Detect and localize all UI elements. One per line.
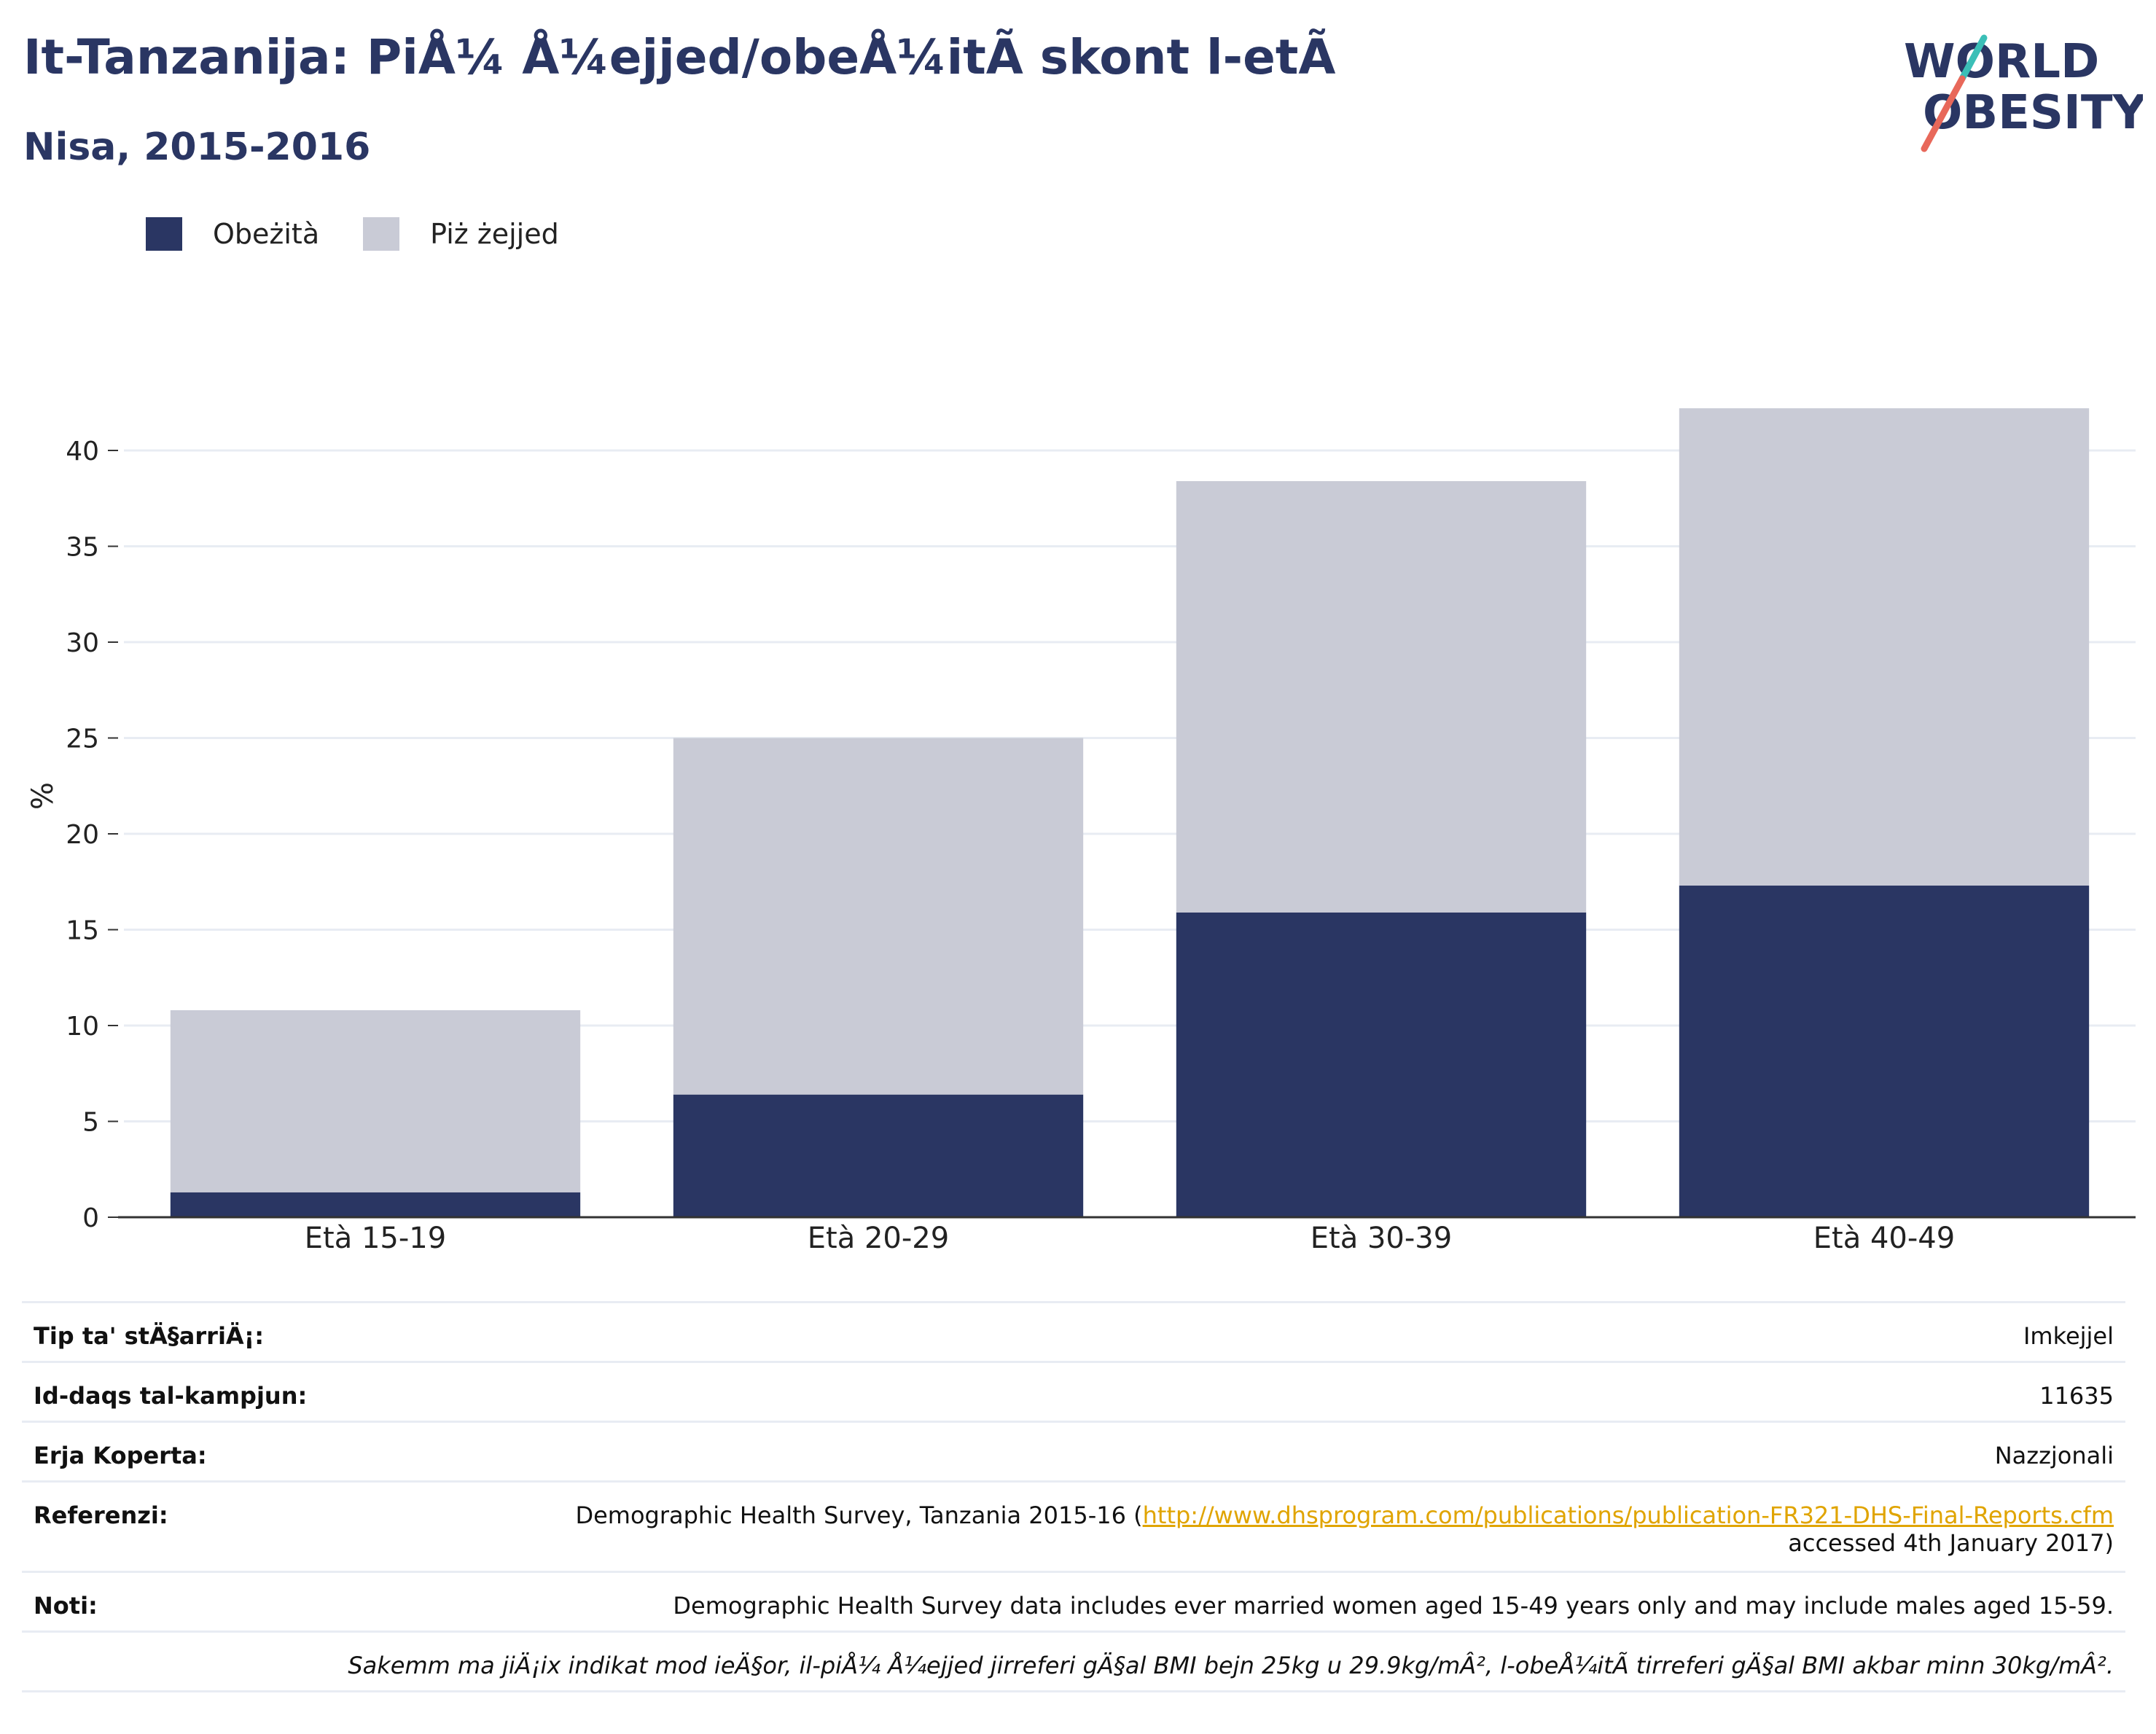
- reference-accessed: accessed 4th January 2017): [1788, 1529, 2114, 1557]
- info-row-references: Referenzi: Demographic Health Survey, Ta…: [22, 1480, 2125, 1571]
- x-tick-label: Età 20-29: [808, 1222, 949, 1255]
- bar-overweight[interactable]: [673, 738, 1084, 1095]
- info-value: Nazzjonali: [1994, 1442, 2114, 1469]
- chart-subtitle: Nisa, 2015-2016: [23, 125, 371, 169]
- info-label: Noti:: [34, 1592, 98, 1620]
- y-tick-label: 0: [82, 1203, 99, 1233]
- y-tick-label: 25: [66, 725, 99, 754]
- legend-item-obesity[interactable]: Obeżità: [146, 217, 319, 251]
- y-tick-label: 40: [66, 437, 99, 466]
- bar-overweight[interactable]: [1176, 481, 1587, 913]
- reference-text: Demographic Health Survey, Tanzania 2015…: [575, 1501, 2114, 1557]
- x-tick-label: Età 40-49: [1813, 1222, 1955, 1255]
- info-table: Tip ta' stÄ§arriÄ¡: Imkejjel Id-daqs tal…: [22, 1301, 2125, 1692]
- bar-obesity[interactable]: [1176, 912, 1587, 1217]
- info-value: 11635: [2039, 1382, 2114, 1410]
- y-tick-label: 10: [66, 1012, 99, 1042]
- y-tick-label: 5: [82, 1108, 99, 1138]
- x-tick-label: Età 15-19: [305, 1222, 446, 1255]
- logo-slash-top: [1958, 34, 1988, 82]
- info-label: Tip ta' stÄ§arriÄ¡:: [34, 1322, 265, 1350]
- logo-line-2: OBESITY: [1923, 86, 2143, 140]
- logo-slash-bottom: [1921, 75, 1966, 152]
- y-axis-ticks: 0 5 10 15 20 25 30 35 40: [66, 437, 118, 1233]
- legend-item-overweight[interactable]: Piż żejjed: [363, 217, 559, 251]
- logo-line-1: WORLD: [1904, 35, 2099, 89]
- info-row-sample-size: Id-daqs tal-kampjun: 11635: [22, 1361, 2125, 1421]
- reference-source: Demographic Health Survey, Tanzania 2015…: [575, 1501, 1143, 1529]
- legend-swatch-overweight: [363, 217, 400, 251]
- bar-overweight[interactable]: [1679, 408, 2090, 886]
- y-tick-label: 20: [66, 820, 99, 850]
- y-axis-label: %: [26, 782, 60, 810]
- legend-label-overweight: Piż żejjed: [430, 218, 559, 250]
- x-tick-label: Età 30-39: [1311, 1222, 1452, 1255]
- chart-legend: Obeżità Piż żejjed: [146, 217, 603, 251]
- info-label: Id-daqs tal-kampjun:: [34, 1382, 308, 1410]
- info-label: Erja Koperta:: [34, 1442, 207, 1469]
- legend-swatch-obesity: [146, 217, 182, 251]
- info-row-survey-type: Tip ta' stÄ§arriÄ¡: Imkejjel: [22, 1301, 2125, 1361]
- info-value: Imkejjel: [2023, 1322, 2114, 1350]
- x-axis-ticks: Età 15-19 Età 20-29 Età 30-39 Età 40-49: [305, 1222, 1955, 1255]
- bars: [170, 408, 2090, 1217]
- notes-text: Demographic Health Survey data includes …: [673, 1592, 2114, 1620]
- table-bottom-border: [22, 1690, 2125, 1692]
- legend-label-obesity: Obeżità: [213, 218, 320, 250]
- info-label: Referenzi:: [34, 1501, 168, 1529]
- y-tick-label: 30: [66, 628, 99, 658]
- y-tick-label: 15: [66, 916, 99, 946]
- bar-obesity[interactable]: [1679, 886, 2090, 1217]
- reference-link[interactable]: http://www.dhsprogram.com/publications/p…: [1142, 1501, 2114, 1529]
- definition-text: Sakemm ma jiÄ¡ix indikat mod ieÄ§or, il-…: [348, 1652, 2114, 1679]
- info-row-area-covered: Erja Koperta: Nazzjonali: [22, 1421, 2125, 1480]
- world-obesity-logo: WORLD OBESITY: [1904, 34, 2143, 152]
- y-tick-label: 35: [66, 533, 99, 563]
- info-row-definition: Sakemm ma jiÄ¡ix indikat mod ieÄ§or, il-…: [22, 1630, 2125, 1690]
- chart-title: It-Tanzanija: PiÅ¼ Å¼ejjed/obeÅ¼itÃ skon…: [23, 29, 1336, 85]
- stacked-bar-chart: 0 5 10 15 20 25 30 35 40 Età 15-19 Età 20-29 Età 3…: [26, 408, 2136, 1255]
- bar-overweight[interactable]: [170, 1009, 581, 1192]
- bar-obesity[interactable]: [673, 1094, 1084, 1217]
- bar-obesity[interactable]: [170, 1192, 581, 1217]
- info-row-notes: Noti: Demographic Health Survey data inc…: [22, 1571, 2125, 1630]
